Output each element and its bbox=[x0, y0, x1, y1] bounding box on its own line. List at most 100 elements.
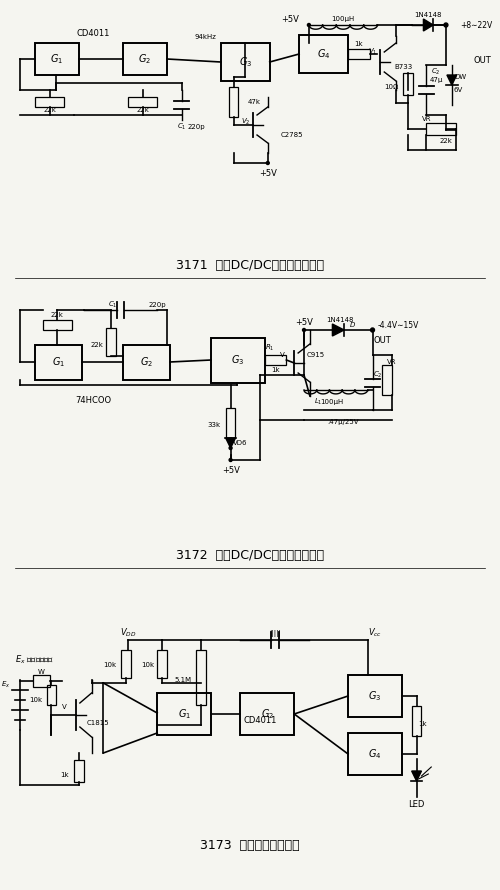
Text: 33k: 33k bbox=[208, 422, 221, 428]
Bar bbox=[403, 73, 412, 95]
Bar bbox=[128, 97, 157, 107]
Text: 22k: 22k bbox=[440, 138, 452, 144]
Text: 10k: 10k bbox=[103, 662, 116, 668]
Bar bbox=[35, 43, 79, 75]
Text: 100μH: 100μH bbox=[332, 16, 355, 22]
Text: 22k: 22k bbox=[43, 107, 56, 113]
Text: .47μ/25V: .47μ/25V bbox=[328, 419, 359, 425]
Text: $G_1$: $G_1$ bbox=[52, 356, 65, 369]
Text: $G_2$: $G_2$ bbox=[261, 707, 274, 721]
Bar bbox=[348, 49, 370, 59]
Text: LED: LED bbox=[408, 799, 425, 808]
Text: $G_2$: $G_2$ bbox=[138, 53, 151, 66]
Text: $G_4$: $G_4$ bbox=[317, 47, 330, 61]
Text: CD4011: CD4011 bbox=[244, 716, 276, 724]
Text: +5V: +5V bbox=[222, 465, 240, 474]
Bar bbox=[226, 408, 235, 438]
Text: 1k: 1k bbox=[354, 41, 363, 47]
Text: 1k: 1k bbox=[60, 772, 69, 778]
Bar bbox=[348, 733, 402, 775]
Bar bbox=[196, 650, 206, 705]
Text: OUT: OUT bbox=[374, 336, 391, 344]
Text: 10Ω: 10Ω bbox=[384, 84, 399, 90]
Text: 5.1M: 5.1M bbox=[174, 677, 192, 683]
Bar bbox=[426, 123, 456, 135]
Text: VR: VR bbox=[422, 116, 431, 122]
Polygon shape bbox=[424, 19, 433, 31]
Text: DW: DW bbox=[454, 74, 466, 80]
Circle shape bbox=[370, 328, 374, 332]
Circle shape bbox=[308, 23, 310, 27]
Text: $G_1$: $G_1$ bbox=[50, 53, 64, 66]
Bar bbox=[42, 320, 72, 330]
Text: $G_4$: $G_4$ bbox=[368, 747, 382, 761]
Bar bbox=[228, 87, 238, 117]
Text: $V_{DD}$: $V_{DD}$ bbox=[120, 627, 136, 639]
Text: 1k: 1k bbox=[272, 367, 280, 373]
Bar bbox=[382, 365, 392, 395]
Text: $G_3$: $G_3$ bbox=[238, 55, 252, 69]
Bar bbox=[123, 43, 167, 75]
Circle shape bbox=[302, 328, 306, 331]
Text: C915: C915 bbox=[306, 352, 325, 358]
Text: VD6: VD6 bbox=[233, 440, 248, 446]
Circle shape bbox=[444, 23, 448, 27]
Text: V: V bbox=[280, 352, 285, 358]
Text: 220p: 220p bbox=[188, 124, 205, 130]
Text: C2785: C2785 bbox=[280, 132, 303, 138]
Text: |||||: ||||| bbox=[268, 629, 280, 636]
Bar bbox=[33, 675, 50, 687]
Polygon shape bbox=[412, 771, 422, 781]
Text: +5V: +5V bbox=[281, 14, 299, 23]
Text: $V_{cc}$: $V_{cc}$ bbox=[368, 627, 382, 639]
Text: 6V: 6V bbox=[454, 87, 463, 93]
Bar bbox=[299, 35, 348, 73]
Text: 10k: 10k bbox=[30, 697, 43, 703]
Text: 3173  电池电压检测电路: 3173 电池电压检测电路 bbox=[200, 838, 300, 852]
Text: $C_2$: $C_2$ bbox=[372, 370, 382, 380]
Text: $V_2$: $V_2$ bbox=[240, 117, 250, 127]
Bar bbox=[157, 693, 211, 735]
Text: 47μ: 47μ bbox=[430, 77, 443, 83]
Text: 22k: 22k bbox=[136, 107, 149, 113]
Text: $E_x$ 为被检测电池: $E_x$ 为被检测电池 bbox=[16, 654, 54, 667]
Bar bbox=[157, 650, 167, 678]
Text: 1N4148: 1N4148 bbox=[414, 12, 442, 18]
Bar bbox=[240, 693, 294, 735]
Text: 10k: 10k bbox=[141, 662, 154, 668]
Text: C1815: C1815 bbox=[86, 720, 109, 726]
Text: $G_3$: $G_3$ bbox=[232, 353, 244, 368]
Text: 220p: 220p bbox=[148, 302, 166, 308]
Text: +8∼22V: +8∼22V bbox=[460, 20, 493, 29]
Bar bbox=[348, 675, 402, 717]
Text: $L_1$: $L_1$ bbox=[314, 397, 323, 407]
Text: 1k: 1k bbox=[418, 721, 427, 727]
Text: $G_3$: $G_3$ bbox=[368, 689, 382, 703]
Text: 74HCOO: 74HCOO bbox=[76, 395, 112, 404]
Bar bbox=[121, 650, 131, 678]
Polygon shape bbox=[447, 75, 456, 85]
Text: $G_2$: $G_2$ bbox=[140, 356, 153, 369]
Bar bbox=[211, 338, 265, 383]
Text: V: V bbox=[62, 704, 66, 710]
Text: $V_1$: $V_1$ bbox=[368, 47, 377, 57]
Text: $C_1$: $C_1$ bbox=[108, 300, 118, 310]
Text: $E_x$: $E_x$ bbox=[1, 680, 11, 690]
Bar bbox=[35, 97, 64, 107]
Text: B733: B733 bbox=[394, 64, 413, 70]
Text: +5V: +5V bbox=[259, 168, 276, 177]
Text: 1N4148: 1N4148 bbox=[326, 317, 354, 323]
Bar bbox=[123, 345, 170, 380]
Text: 3172  可调DC/DC小功率变换器二: 3172 可调DC/DC小功率变换器二 bbox=[176, 548, 324, 562]
Circle shape bbox=[229, 458, 232, 462]
Text: VR: VR bbox=[388, 359, 397, 365]
Bar bbox=[221, 43, 270, 81]
Circle shape bbox=[229, 447, 232, 449]
Text: 47k: 47k bbox=[247, 99, 260, 105]
Circle shape bbox=[266, 161, 270, 165]
Text: $C_1$: $C_1$ bbox=[177, 122, 186, 132]
Text: D: D bbox=[350, 322, 356, 328]
Polygon shape bbox=[226, 438, 235, 448]
Text: W: W bbox=[38, 669, 45, 675]
Text: 3171  可调DC/DC小功率变换器一: 3171 可调DC/DC小功率变换器一 bbox=[176, 258, 324, 271]
